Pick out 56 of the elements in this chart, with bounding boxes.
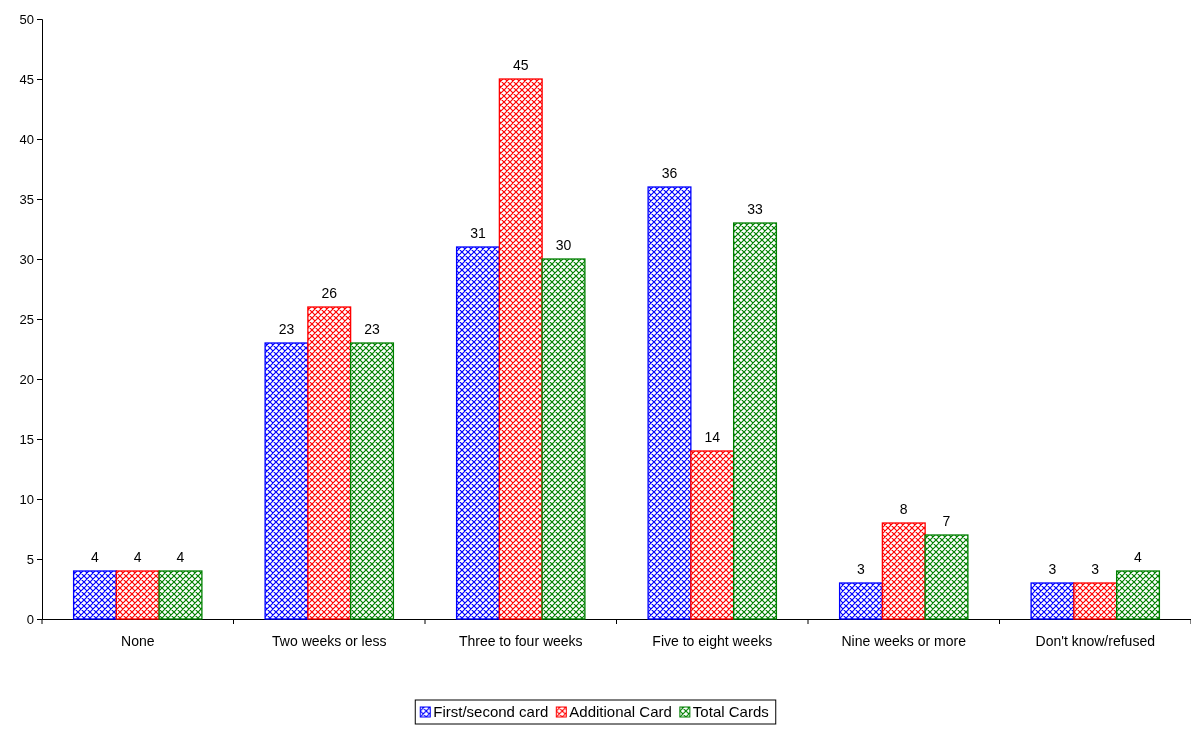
y-tick-label: 25 xyxy=(19,311,34,327)
bar xyxy=(307,306,352,620)
y-tick-label: 45 xyxy=(19,71,34,87)
bar xyxy=(264,342,309,620)
data-label: 4 xyxy=(91,549,100,565)
data-label: 31 xyxy=(470,225,486,241)
y-tick-label: 0 xyxy=(26,611,34,627)
data-label: 7 xyxy=(942,513,951,529)
bar xyxy=(455,246,501,620)
x-tick-label: Don't know/refused xyxy=(1035,632,1155,649)
bar xyxy=(732,222,778,620)
data-label: 4 xyxy=(1134,549,1143,565)
data-label: 26 xyxy=(321,285,338,301)
data-label: 36 xyxy=(661,165,678,181)
bar xyxy=(158,570,203,620)
data-label: 3 xyxy=(857,561,866,577)
y-tick-label: 50 xyxy=(19,11,34,27)
bar xyxy=(690,450,735,620)
legend-label: Total Cards xyxy=(692,703,769,720)
x-tick-label: Two weeks or less xyxy=(272,632,387,649)
data-label: 3 xyxy=(1091,561,1100,577)
data-label: 23 xyxy=(278,321,295,337)
y-tick-label: 35 xyxy=(19,191,34,207)
data-label: 3 xyxy=(1048,561,1057,577)
bar xyxy=(1115,570,1161,620)
bar xyxy=(72,570,118,620)
bar xyxy=(115,570,160,620)
x-tick-label: Five to eight weeks xyxy=(652,632,773,649)
y-tick-label: 30 xyxy=(19,251,34,267)
y-tick-label: 15 xyxy=(19,431,34,447)
bar xyxy=(541,258,586,620)
y-tick-label: 20 xyxy=(19,371,34,387)
data-label: 4 xyxy=(133,549,142,565)
data-label: 8 xyxy=(899,501,908,517)
legend-label: Additional Card xyxy=(569,703,672,720)
legend-label: First/second card xyxy=(433,703,549,720)
bar xyxy=(1073,582,1118,620)
bar xyxy=(498,78,543,620)
x-tick-label: Three to four weeks xyxy=(458,632,583,649)
data-label: 14 xyxy=(704,429,721,445)
data-label: 33 xyxy=(747,201,764,217)
data-label: 30 xyxy=(555,237,572,253)
bar xyxy=(647,186,692,620)
y-tick-label: 10 xyxy=(19,491,34,507)
data-label: 4 xyxy=(176,549,185,565)
x-tick-label: Nine weeks or more xyxy=(841,632,967,649)
bar xyxy=(1030,582,1075,620)
bar xyxy=(349,342,395,620)
x-tick-label: None xyxy=(121,632,155,649)
y-tick-label: 5 xyxy=(26,551,34,567)
bar xyxy=(924,534,969,620)
data-label: 23 xyxy=(364,321,381,337)
y-tick-label: 40 xyxy=(19,131,34,147)
data-label: 45 xyxy=(512,57,529,73)
bar xyxy=(881,522,926,620)
bar xyxy=(838,582,884,620)
